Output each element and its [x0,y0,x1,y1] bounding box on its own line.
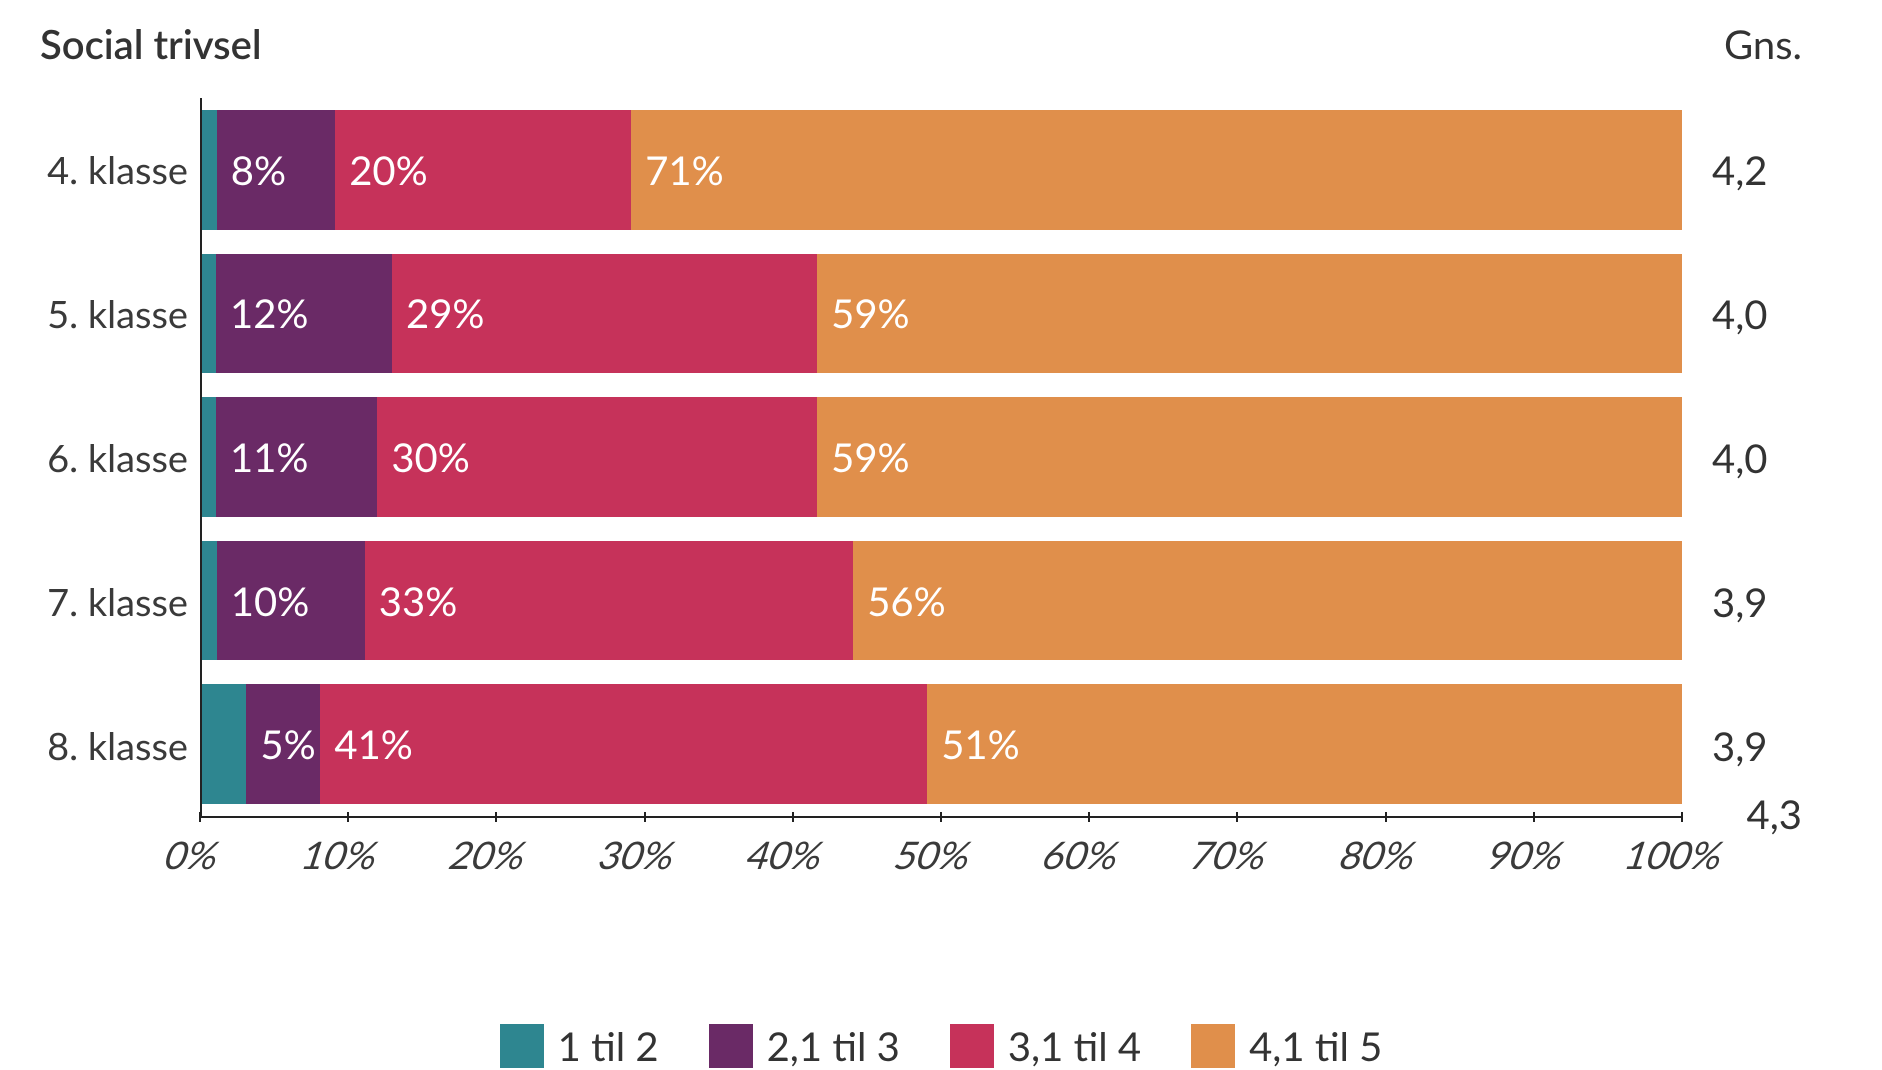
bar-segment-s1 [202,541,217,661]
x-tick-mark [644,812,646,822]
legend-label: 1 til 2 [558,1022,659,1070]
y-axis-label: 7. klasse [40,542,188,662]
gns-value: 4,0 [1712,398,1842,518]
legend-item: 2,1 til 3 [709,1022,900,1070]
legend-swatch [709,1024,753,1068]
bar-segment-s1 [202,110,217,230]
x-tick-mark [199,812,201,822]
bar-segment-s4: 59% [817,397,1682,517]
gns-value-extra: 4,3 [1747,790,1802,838]
bar-segment-s2: 11% [216,397,377,517]
legend-label: 3,1 til 4 [1008,1022,1141,1070]
bar-segment-s4: 56% [853,541,1682,661]
legend-item: 4,1 til 5 [1191,1022,1382,1070]
bar-segment-s1 [202,397,216,517]
x-tick-mark [495,812,497,822]
bar-segment-s4: 51% [927,684,1682,804]
x-tick-mark [792,812,794,822]
bar-segment-value: 8% [231,146,286,194]
gns-value: 3,9 [1712,542,1842,662]
bar-segment-value: 59% [831,433,909,481]
bar-row: 8% 20% 71% [202,110,1682,230]
x-tick-label: 30% [592,832,681,878]
bar-segment-value: 30% [391,433,469,481]
x-tick-label: 90% [1482,832,1571,878]
x-tick-mark [1681,812,1683,822]
bar-segment-value: 5% [260,720,315,768]
chart-body: 4. klasse 5. klasse 6. klasse 7. klasse 8. k… [40,98,1842,818]
chart-container: Social trivsel Gns. 4. klasse 5. klasse 6.… [0,0,1882,1048]
y-axis-label: 5. klasse [40,254,188,374]
bar-segment-value: 51% [941,720,1019,768]
bar-segment-value: 29% [406,289,484,337]
legend-swatch [950,1024,994,1068]
bar-segment-value: 11% [230,433,308,481]
x-tick-mark [940,812,942,822]
bar-segment-s3: 30% [377,397,817,517]
x-tick-label: 20% [444,832,533,878]
chart-title: Social trivsel [40,20,262,68]
bar-segment-s3: 20% [335,110,631,230]
bar-segment-value: 59% [831,289,909,337]
bar-segment-s1 [202,254,216,374]
bar-row: 11% 30% 59% [202,397,1682,517]
bar-segment-value: 33% [379,577,457,625]
legend-item: 1 til 2 [500,1022,659,1070]
bar-segment-s3: 41% [320,684,927,804]
y-axis-labels: 4. klasse 5. klasse 6. klasse 7. klasse 8. k… [40,98,200,818]
bar-segment-s4: 59% [817,254,1682,374]
x-tick-mark [1385,812,1387,822]
legend-label: 2,1 til 3 [767,1022,900,1070]
gns-header: Gns. [1724,20,1802,68]
x-tick-label: 60% [1037,832,1126,878]
bar-segment-s2: 12% [216,254,392,374]
bar-row: 5% 41% 51% [202,684,1682,804]
bar-row: 10% 33% 56% [202,541,1682,661]
x-tick-mark [1088,812,1090,822]
gns-value: 4,0 [1712,254,1842,374]
bar-segment-s3: 29% [392,254,817,374]
x-tick-label: 10% [296,832,385,878]
gns-value: 3,9 [1712,686,1842,806]
bar-segment-s1 [202,684,246,804]
plot-area: 8% 20% 71% 12% 29% 59% 11% 30% 59% 10% 33% 56% 5% 41%… [200,98,1682,818]
bar-segment-value: 10% [231,577,309,625]
bar-segment-value: 20% [349,146,427,194]
bar-segment-value: 12% [230,289,308,337]
legend: 1 til 2 2,1 til 3 3,1 til 4 4,1 til 5 [40,1022,1842,1070]
legend-swatch [1191,1024,1235,1068]
legend-item: 3,1 til 4 [950,1022,1141,1070]
y-axis-label: 8. klasse [40,686,188,806]
bar-segment-value: 41% [334,720,412,768]
bar-segment-s4: 71% [631,110,1682,230]
x-tick-label: 70% [1185,832,1274,878]
y-axis-label: 6. klasse [40,398,188,518]
y-axis-label: 4. klasse [40,110,188,230]
chart-header: Social trivsel Gns. [40,20,1842,68]
x-tick-label: 80% [1333,832,1422,878]
bar-segment-value: 71% [645,146,723,194]
x-tick-label: 0% [159,832,226,878]
x-tick-mark [347,812,349,822]
bar-row: 12% 29% 59% [202,254,1682,374]
bar-segment-s3: 33% [365,541,853,661]
x-tick-mark [1236,812,1238,822]
bar-segment-s2: 5% [246,684,320,804]
x-axis: 0%10%20%30%40%50%60%70%80%90%100% [200,822,1682,912]
bar-segment-value: 56% [867,577,945,625]
x-tick-label: 40% [741,832,830,878]
gns-value: 4,2 [1712,110,1842,230]
legend-swatch [500,1024,544,1068]
x-tick-label: 100% [1619,832,1731,878]
x-tick-mark [1533,812,1535,822]
bar-segment-s2: 8% [217,110,335,230]
bar-segment-s2: 10% [217,541,365,661]
gns-column: 4,2 4,0 4,0 3,9 3,9 [1682,98,1842,818]
bars: 8% 20% 71% 12% 29% 59% 11% 30% 59% 10% 33% 56% 5% 41%… [202,98,1682,816]
x-tick-label: 50% [889,832,978,878]
legend-label: 4,1 til 5 [1249,1022,1382,1070]
